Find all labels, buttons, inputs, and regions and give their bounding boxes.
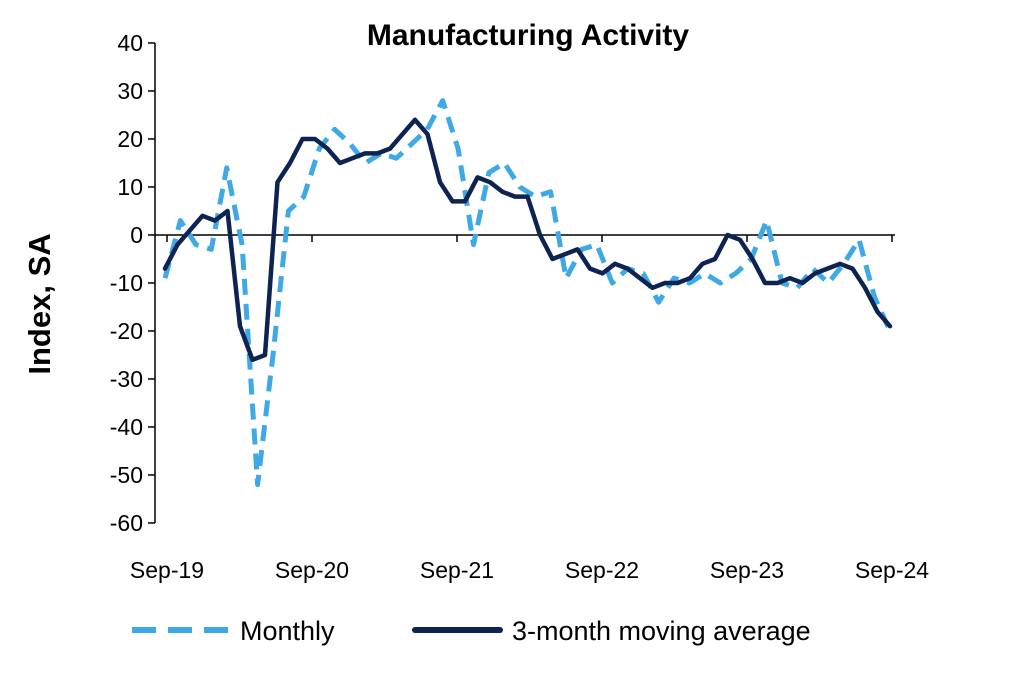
legend-label-monthly: Monthly	[240, 616, 335, 646]
x-tick-label: Sep-23	[710, 557, 784, 583]
series-line-3-month-moving-average	[162, 117, 893, 363]
axes-group: 40 30 20 10 0 -10 -20 -30 -40 -50 -60 Sep-19 Sep-20 S…	[110, 30, 930, 583]
y-tick-label: 10	[117, 174, 143, 200]
y-tick-label: 20	[117, 126, 143, 152]
x-tick-label: Sep-21	[420, 557, 494, 583]
y-tick-label: 30	[117, 78, 143, 104]
legend-label-3-month-moving-average: 3-month moving average	[512, 616, 811, 646]
y-tick-label: -40	[110, 414, 143, 440]
series-group	[162, 98, 893, 488]
series-line-monthly	[162, 98, 893, 488]
y-tick-label: 0	[130, 222, 143, 248]
y-axis-label: Index, SA	[22, 233, 57, 374]
x-tick-label: Sep-19	[130, 557, 204, 583]
chart-title: Manufacturing Activity	[367, 19, 690, 52]
legend: Monthly 3-month moving average	[132, 616, 811, 646]
x-tick-label: Sep-24	[855, 557, 929, 583]
y-tick-label: -30	[110, 366, 143, 392]
x-tick-label: Sep-20	[275, 557, 349, 583]
y-tick-label: -50	[110, 462, 143, 488]
y-tick-label: -10	[110, 270, 143, 296]
y-tick-label: -60	[110, 510, 143, 536]
x-tick-label: Sep-22	[565, 557, 639, 583]
y-tick-label: 40	[117, 30, 143, 56]
y-tick-label: -20	[110, 318, 143, 344]
